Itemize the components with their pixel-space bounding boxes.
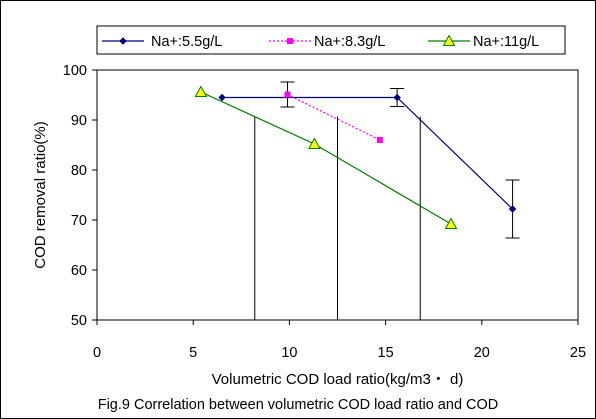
legend-label: Na+:11g/L (473, 34, 539, 50)
x-tick-label: 25 (570, 345, 586, 361)
data-point (218, 93, 226, 102)
y-tick-label: 70 (71, 213, 87, 229)
data-point (508, 205, 517, 213)
y-tick-label: 100 (63, 63, 87, 79)
plot-area-group: 50 60 70 80 90 100 0 5 10 15 20 25 (63, 63, 586, 361)
series-2 (194, 85, 458, 229)
legend-swatch-marker (287, 38, 293, 44)
legend-label: Na+:5.5g/L (151, 34, 222, 50)
y-tick-label: 60 (71, 263, 87, 279)
series-line (287, 93, 381, 141)
legend-swatch-marker (119, 37, 127, 45)
data-point (376, 137, 383, 143)
legend-entry-0: Na+:5.5g/L (102, 34, 222, 50)
x-axis-label: Volumetric COD load ratio(kg/m3・ d) (212, 371, 464, 388)
series-1 (280, 81, 383, 143)
series-layer (194, 81, 520, 239)
legend: Na+:5.5g/L Na+:8.3g/L Na+:11g/L (96, 25, 566, 55)
y-axis-label: COD removal ratio(%) (32, 121, 49, 269)
x-tick-label: 15 (378, 345, 394, 361)
data-point (444, 217, 458, 229)
data-point (284, 91, 291, 98)
figure-caption: Fig.9 Correlation between volumetric COD… (98, 397, 499, 413)
legend-entry-2: Na+:11g/L (428, 34, 539, 50)
legend-swatch-marker (442, 34, 456, 46)
legend-entry-1: Na+:8.3g/L (269, 34, 385, 50)
y-tick-label: 50 (71, 313, 87, 329)
x-tick-label: 10 (281, 345, 297, 361)
y-tick-label: 90 (71, 113, 87, 129)
x-tick-label: 0 (93, 345, 101, 361)
legend-box (96, 25, 566, 55)
y-tick-label: 80 (71, 163, 87, 179)
x-tick-label: 20 (474, 345, 490, 361)
data-point (308, 137, 321, 149)
legend-label: Na+:8.3g/L (314, 34, 385, 50)
y-axis-ticks: 50 60 70 80 90 100 (63, 63, 97, 329)
data-point (393, 93, 401, 102)
x-axis-ticks: 0 5 10 15 20 25 (93, 320, 586, 361)
series-0 (218, 88, 520, 239)
reference-lines (254, 116, 421, 320)
x-tick-label: 5 (189, 345, 197, 361)
data-point (194, 85, 208, 97)
